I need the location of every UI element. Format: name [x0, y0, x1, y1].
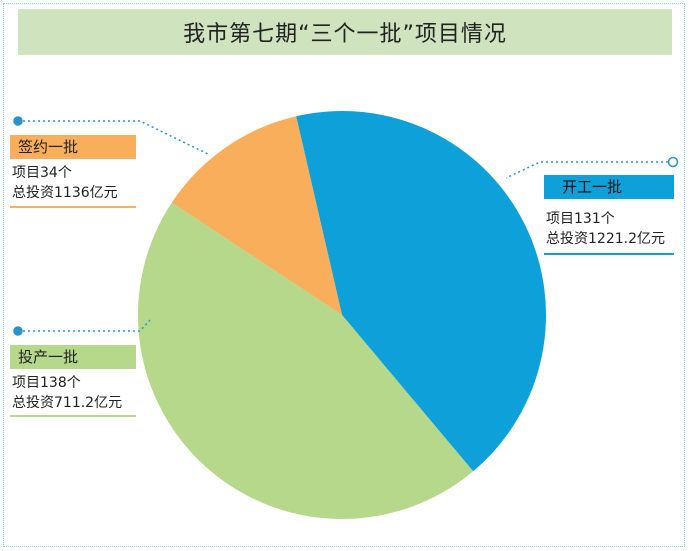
callout-dot-kaigong: [667, 156, 679, 168]
info-kaigong: 项目131个 总投资1221.2亿元: [546, 209, 665, 249]
underline-touchan: [10, 415, 136, 417]
slice-touchan: [137, 202, 474, 520]
label-touchan: 投产一批: [10, 345, 136, 369]
investment-touchan: 总投资711.2亿元: [12, 395, 123, 411]
label-kaigong: 开工一批: [544, 175, 674, 199]
chart-title: 我市第七期“三个一批”项目情况: [183, 22, 507, 47]
callout-line-qianyue: [18, 120, 211, 156]
info-qianyue: 项目34个 总投资1136亿元: [12, 163, 118, 203]
label-qianyue: 签约一批: [10, 135, 136, 159]
slice-kaigong: [296, 111, 546, 472]
underline-kaigong: [544, 253, 674, 255]
callout-line-touchan: [18, 319, 151, 332]
investment-qianyue: 总投资1136亿元: [12, 185, 118, 201]
title-bar: 我市第七期“三个一批”项目情况: [18, 9, 672, 55]
dotted-frame: [3, 3, 685, 547]
investment-kaigong: 总投资1221.2亿元: [546, 231, 665, 247]
info-touchan: 项目138个 总投资711.2亿元: [12, 373, 122, 413]
projects-touchan: 项目138个: [12, 375, 81, 391]
callout-dot-qianyue: [13, 116, 23, 126]
callout-dot-touchan: [13, 326, 23, 336]
projects-qianyue: 项目34个: [12, 165, 72, 181]
underline-qianyue: [10, 206, 136, 208]
projects-kaigong: 项目131个: [546, 211, 615, 227]
slice-qianyue: [171, 116, 342, 315]
